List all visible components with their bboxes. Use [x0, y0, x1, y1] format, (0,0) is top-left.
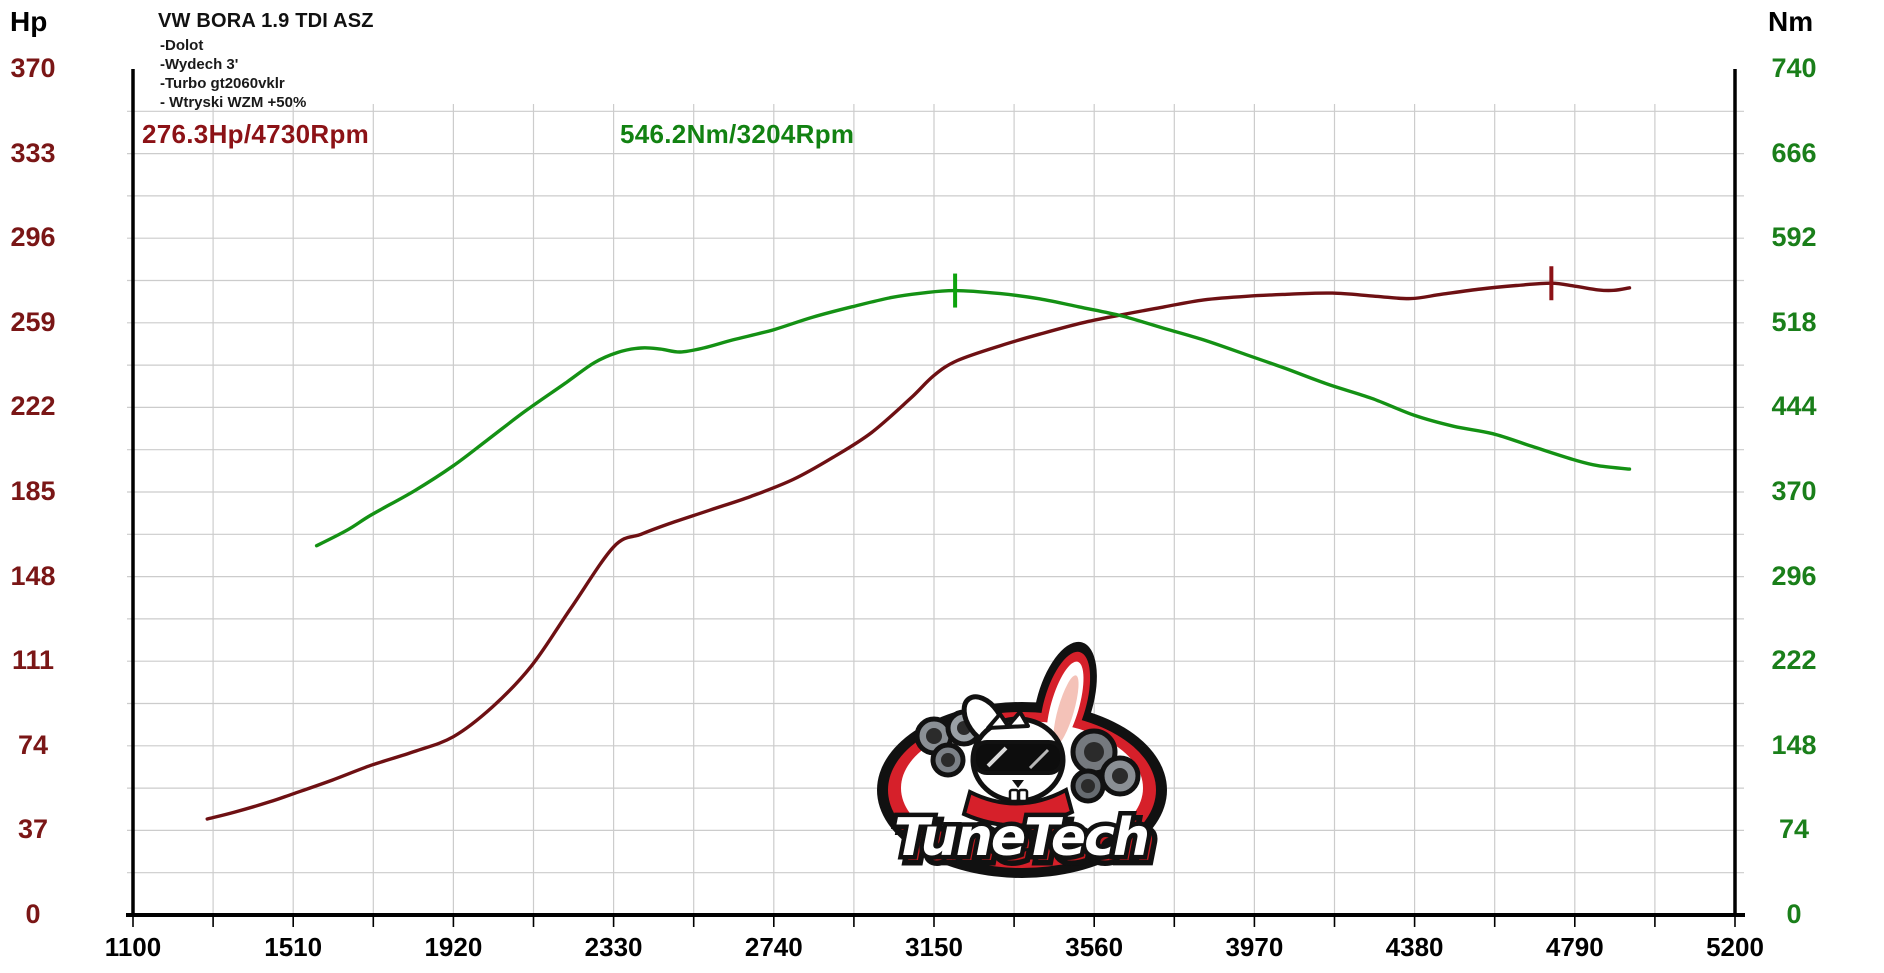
rpm-axis-tick-label: 3970	[1225, 932, 1284, 962]
rpm-axis-tick-label: 3560	[1065, 932, 1124, 962]
mod-list-item: - Wtryski WZM +50%	[160, 94, 307, 111]
nm-axis-tick-label: 518	[1771, 306, 1817, 337]
hp-axis-tick-label: 37	[17, 814, 49, 845]
mod-list-item: -Wydech 3'	[160, 56, 239, 73]
rpm-axis-tick-label: 2330	[584, 932, 643, 962]
hp-axis-tick-label: 74	[17, 729, 49, 760]
nm-axis-tick-label: 296	[1771, 560, 1817, 591]
rpm-axis-tick-label: 3150	[905, 932, 963, 962]
hp-axis-tick-label: 296	[10, 222, 56, 253]
hp-axis-tick-label: 222	[10, 391, 56, 422]
hp-axis-tick-label: 370	[10, 53, 56, 83]
hp-axis-tick-label: 0	[25, 899, 41, 929]
torque-curve	[314, 288, 1632, 548]
hp-axis-tick-label: 148	[10, 560, 56, 591]
peak-torque-label: 546.2Nm/3204Rpm	[620, 119, 855, 149]
logo-wordmark: TuneTech TuneTech	[890, 804, 1161, 879]
rpm-axis-tick-label: 4380	[1385, 932, 1444, 962]
tunetech-logo: TuneTech TuneTech	[877, 641, 1167, 879]
nm-axis-tick-label: 74	[1778, 814, 1810, 845]
hp-axis-title: Hp	[10, 6, 48, 37]
nm-axis-tick-label: 222	[1771, 645, 1817, 676]
page-title: VW BORA 1.9 TDI ASZ	[158, 10, 374, 32]
hp-axis-tick-label: 259	[10, 306, 56, 337]
nm-axis-tick-label: 444	[1771, 391, 1817, 422]
rpm-axis-tick-label: 4790	[1545, 932, 1604, 962]
nm-axis-tick-label: 148	[1771, 729, 1817, 760]
hp-axis-tick-label: 111	[11, 645, 55, 676]
hp-axis-tick-label: 185	[10, 476, 56, 506]
peak-power-label: 276.3Hp/4730Rpm	[142, 119, 370, 149]
nm-axis-tick-label: 740	[1771, 53, 1817, 83]
nm-axis-tick-label: 592	[1771, 222, 1817, 253]
hp-axis-tick-label: 333	[10, 137, 56, 168]
power-curve	[205, 281, 1632, 821]
mod-list-item: -Turbo gt2060vklr	[160, 75, 285, 92]
logo-exhaust-right	[1070, 728, 1141, 804]
rpm-axis-tick-label: 2740	[744, 932, 803, 962]
svg-text:TuneTech: TuneTech	[894, 808, 1148, 868]
nm-axis-tick-label: 370	[1771, 476, 1817, 506]
svg-text:TuneTech: TuneTech	[899, 813, 1153, 873]
rpm-axis-tick-label: 1920	[424, 932, 483, 962]
logo-rabbit	[961, 694, 1075, 828]
rpm-axis-tick-label: 5200	[1706, 932, 1764, 962]
rpm-axis-tick-label: 1100	[104, 932, 162, 962]
logo-scarf	[961, 787, 1075, 828]
nm-axis-tick-label: 0	[1786, 899, 1802, 929]
rpm-axis-tick-label: 1510	[264, 932, 323, 962]
nm-axis-tick-label: 666	[1771, 137, 1817, 168]
nm-axis-title: Nm	[1768, 6, 1814, 37]
logo-ear-inner	[1053, 675, 1079, 745]
mod-list-item: -Dolot	[160, 37, 204, 54]
logo-sunglasses	[972, 740, 1064, 775]
mod-list: -Dolot -Wydech 3' -Turbo gt2060vklr - Wtrys…	[160, 36, 306, 112]
